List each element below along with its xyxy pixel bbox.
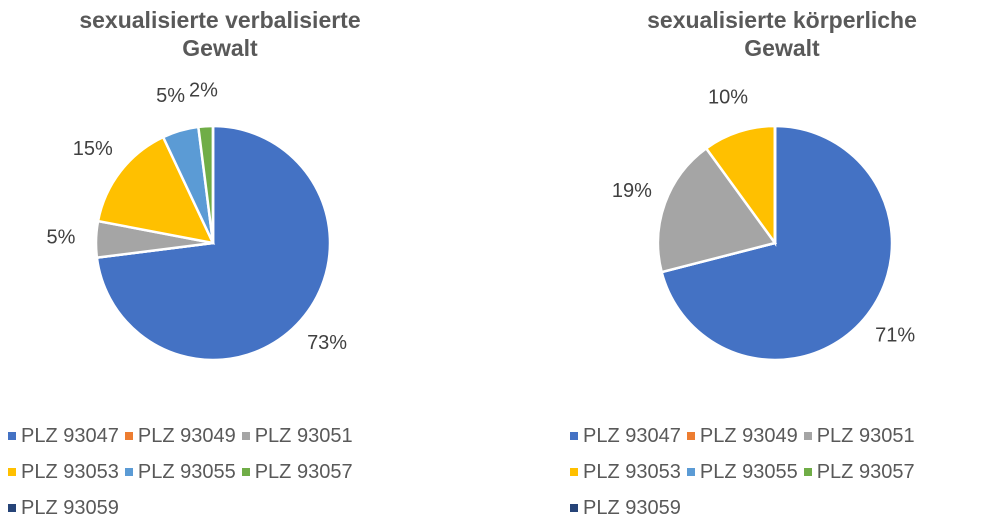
legend-item: PLZ 93059 [570,490,681,526]
legend-item: PLZ 93055 [124,454,236,490]
legend-item: PLZ 93057 [803,454,915,490]
legend-item: PLZ 93047 [570,418,681,454]
chart: sexualisierte körperliche Gewalt 71% 19% 1… [562,0,997,526]
data-label: 73% [307,332,347,354]
legend-swatch [570,468,578,476]
data-label: 15% [73,138,113,160]
legend-swatch [124,468,133,476]
data-label: 71% [875,325,915,347]
data-label: 5% [156,85,185,107]
legend-item: PLZ 93051 [803,418,915,454]
legend-item: PLZ 93059 [8,490,119,526]
legend-label: PLZ 93055 [699,460,798,483]
legend-swatch [241,468,250,476]
legend-label: PLZ 93047 [583,424,681,447]
pie-slice [660,124,894,362]
legend-swatch [803,432,812,440]
legend: PLZ 93047 PLZ 93049 PLZ 93051 PLZ 93053 PLZ … [8,418,448,526]
legend-swatch [803,468,812,476]
legend-label: PLZ 93051 [816,424,915,447]
legend-swatch [686,468,695,476]
chart-title: sexualisierte verbalisierte Gewalt [79,7,361,61]
legend-swatch [124,432,133,440]
pie: 71% 19% 10% [612,87,915,362]
legend-label: PLZ 93055 [137,460,236,483]
pie: 73%5%15%5% 2% [47,79,347,362]
pie-slice [96,135,216,245]
legend-label: PLZ 93057 [254,460,353,483]
legend-item: PLZ 93057 [241,454,353,490]
legend-label: PLZ 93049 [137,424,236,447]
data-label: 10% [708,87,748,109]
legend-label: PLZ 93051 [254,424,353,447]
legend-label: PLZ 93053 [583,460,681,483]
legend-swatch [570,504,578,512]
pie-slice [704,124,777,247]
chart-title: sexualisierte körperliche Gewalt [647,7,917,61]
data-label: 19% [612,180,652,202]
legend-item: PLZ 93049 [686,418,798,454]
legend-swatch [8,432,16,440]
legend-swatch [8,504,16,512]
legend-item: PLZ 93047 [8,418,119,454]
pie-slice [656,146,778,274]
legend-item: PLZ 93053 [8,454,119,490]
legend-label: PLZ 93059 [21,496,119,519]
legend-item: PLZ 93049 [124,418,236,454]
legend-label: PLZ 93053 [21,460,119,483]
legend-swatch [8,468,16,476]
data-label: 2% [189,79,218,101]
legend-label: PLZ 93057 [816,460,915,483]
legend-swatch [686,432,695,440]
chart: sexualisierte verbalisierte Gewalt 73% 5%… [0,0,440,526]
legend-item: PLZ 93053 [570,454,681,490]
legend-swatch [570,432,578,440]
legend-label: PLZ 93059 [583,496,681,519]
legend: PLZ 93047 PLZ 93049 PLZ 93051 PLZ 93053 PLZ … [570,418,997,526]
legend-label: PLZ 93049 [699,424,798,447]
legend-item: PLZ 93051 [241,418,353,454]
data-label: 5% [47,227,76,249]
legend-swatch [241,432,250,440]
legend-item: PLZ 93055 [686,454,798,490]
legend-label: PLZ 93047 [21,424,119,447]
